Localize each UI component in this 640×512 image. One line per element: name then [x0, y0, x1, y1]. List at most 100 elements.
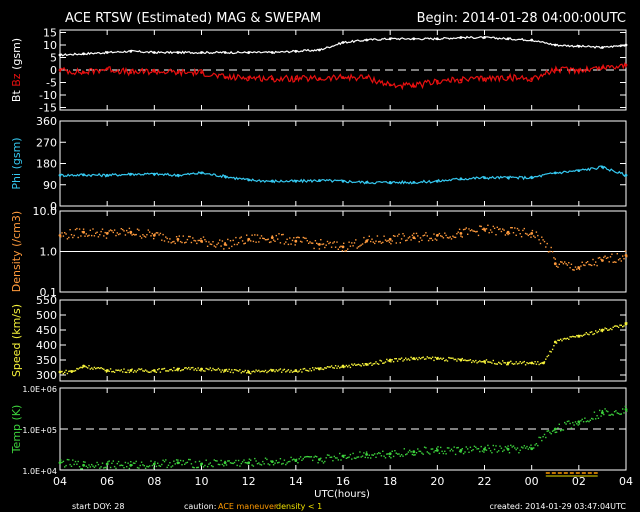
scatter-point	[189, 235, 191, 238]
scatter-point	[542, 436, 544, 438]
scatter-point	[308, 242, 310, 244]
scatter-point	[259, 463, 261, 466]
data-point	[577, 266, 581, 269]
panel-density: 0.1 1.0 10.0 Density (/cm3)	[10, 205, 628, 299]
scatter-point	[395, 452, 397, 454]
scatter-point	[502, 360, 504, 362]
scatter-point	[419, 358, 422, 360]
scatter-point	[210, 465, 213, 467]
scatter-point	[403, 448, 405, 450]
scatter-point	[458, 228, 461, 230]
scatter-point	[364, 241, 366, 244]
scatter-point	[163, 367, 166, 370]
scatter-point	[611, 253, 613, 255]
scatter-point	[375, 361, 377, 363]
scatter-point	[491, 231, 493, 233]
scatter-point	[458, 358, 461, 361]
scatter-point	[136, 228, 139, 230]
scatter-point	[589, 264, 591, 266]
scatter-point	[351, 363, 353, 365]
scatter-point	[240, 236, 242, 238]
scatter-point	[588, 263, 590, 266]
scatter-point	[386, 358, 388, 361]
scatter-point	[343, 366, 345, 369]
scatter-point	[213, 369, 215, 371]
scatter-point	[436, 239, 438, 241]
x-tick-label: 20	[430, 475, 444, 488]
scatter-point	[184, 242, 186, 244]
scatter-point	[277, 238, 279, 240]
scatter-point	[507, 233, 509, 236]
scatter-point	[353, 242, 356, 244]
scatter-point	[221, 463, 224, 466]
scatter-point	[591, 264, 593, 267]
scatter-point	[74, 369, 77, 372]
scatter-point	[69, 370, 71, 372]
data-point	[129, 369, 133, 372]
scatter-point	[352, 364, 354, 366]
scatter-point	[220, 371, 222, 373]
data-point	[176, 51, 180, 54]
scatter-point	[286, 370, 288, 372]
scatter-point	[504, 234, 507, 236]
scatter-point	[251, 371, 253, 373]
scatter-point	[398, 358, 400, 360]
scatter-point	[508, 232, 511, 235]
scatter-point	[208, 241, 210, 243]
scatter-point	[617, 326, 620, 328]
scatter-point	[380, 360, 383, 362]
scatter-point	[271, 235, 273, 237]
scatter-point	[499, 362, 501, 364]
scatter-point	[165, 236, 167, 238]
scatter-point	[427, 357, 430, 359]
scatter-point	[275, 459, 277, 462]
scatter-point	[595, 418, 597, 420]
scatter-point	[425, 232, 427, 234]
scatter-point	[480, 445, 482, 448]
scatter-point	[462, 359, 465, 361]
scatter-point	[379, 240, 381, 243]
scatter-point	[402, 360, 404, 362]
scatter-point	[410, 451, 412, 453]
scatter-point	[523, 227, 525, 230]
scatter-point	[480, 361, 482, 363]
scatter-point	[364, 363, 366, 365]
scatter-point	[507, 363, 509, 366]
scatter-point	[178, 235, 180, 237]
scatter-point	[450, 357, 453, 359]
scatter-point	[200, 370, 202, 372]
data-point	[506, 230, 510, 234]
scatter-point	[568, 262, 570, 264]
scatter-point	[202, 466, 205, 468]
scatter-point	[97, 463, 100, 466]
scatter-point	[477, 361, 480, 363]
data-point	[483, 360, 486, 363]
scatter-point	[339, 452, 341, 455]
scatter-point	[339, 246, 341, 248]
scatter-point	[154, 461, 156, 463]
scatter-point	[197, 367, 199, 369]
scatter-point	[295, 236, 298, 239]
scatter-point	[78, 466, 81, 468]
scatter-point	[395, 358, 397, 360]
data-point	[435, 79, 439, 83]
scatter-point	[372, 363, 374, 365]
scatter-point	[479, 225, 481, 227]
scatter-point	[123, 467, 125, 469]
scatter-point	[264, 457, 267, 459]
data-point	[294, 77, 298, 81]
scatter-point	[612, 326, 614, 328]
x-axis-label: UTC(hours)	[314, 489, 370, 500]
data-point	[459, 177, 463, 181]
data-point	[58, 173, 62, 177]
scatter-point	[413, 232, 415, 235]
data-point	[105, 462, 109, 466]
data-point	[483, 77, 486, 81]
scatter-point	[151, 464, 153, 467]
scatter-point	[487, 361, 489, 363]
scatter-point	[403, 235, 405, 237]
scatter-point	[360, 456, 362, 458]
scatter-point	[128, 371, 131, 374]
scatter-point	[260, 464, 263, 466]
scatter-point	[588, 420, 590, 423]
